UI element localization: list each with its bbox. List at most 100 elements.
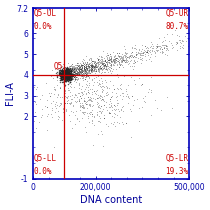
Point xyxy=(105,51,109,55)
Point xyxy=(62,72,66,75)
Point xyxy=(99,95,103,98)
Point xyxy=(129,59,132,63)
Point xyxy=(135,97,139,101)
Point xyxy=(89,67,92,71)
Point xyxy=(124,87,127,90)
Point xyxy=(94,64,98,67)
Point xyxy=(67,73,71,77)
Point xyxy=(86,99,89,102)
Point xyxy=(115,120,118,124)
Point xyxy=(111,67,114,70)
Point xyxy=(63,72,67,76)
Point xyxy=(89,65,93,68)
Point xyxy=(63,70,66,74)
Point xyxy=(107,103,110,106)
Point xyxy=(63,73,66,76)
Point xyxy=(65,67,69,70)
Point xyxy=(119,83,122,87)
Point xyxy=(62,77,65,80)
Point xyxy=(88,64,91,67)
Point xyxy=(63,69,66,72)
Point xyxy=(64,71,67,74)
Point xyxy=(64,70,67,74)
Point xyxy=(60,72,64,75)
Point xyxy=(117,60,121,63)
Point xyxy=(63,75,67,78)
Point xyxy=(71,69,74,72)
Point xyxy=(74,67,77,71)
Point xyxy=(124,55,127,58)
Point xyxy=(64,81,68,84)
Point xyxy=(70,74,73,77)
Point xyxy=(69,71,73,74)
Point xyxy=(70,73,73,76)
Point xyxy=(62,81,65,84)
Point xyxy=(107,56,111,59)
Point xyxy=(121,56,124,60)
Point xyxy=(125,56,128,59)
Point xyxy=(83,63,86,66)
Point xyxy=(66,79,69,82)
Point xyxy=(64,75,68,79)
Point xyxy=(66,72,70,75)
Point xyxy=(49,94,52,98)
Point xyxy=(74,71,77,74)
Point xyxy=(69,70,72,73)
Point xyxy=(73,75,77,78)
Point xyxy=(64,68,67,72)
Point xyxy=(70,67,73,70)
Point xyxy=(99,66,102,70)
Point xyxy=(70,68,74,71)
Point xyxy=(81,69,85,72)
Point xyxy=(165,95,169,99)
Point xyxy=(110,94,113,98)
Point xyxy=(119,93,122,97)
Point xyxy=(69,71,72,75)
Point xyxy=(63,89,67,93)
Point xyxy=(105,68,109,71)
Point xyxy=(63,72,66,76)
Point xyxy=(66,75,70,79)
Point xyxy=(67,76,70,79)
Point xyxy=(65,72,68,75)
Point xyxy=(62,67,65,70)
Point xyxy=(66,79,70,82)
Point xyxy=(151,43,154,46)
Point xyxy=(93,91,96,94)
Point xyxy=(64,79,68,82)
Point xyxy=(65,75,68,79)
Point xyxy=(104,58,107,62)
Point xyxy=(90,71,94,74)
Point xyxy=(62,68,65,71)
Point xyxy=(72,66,75,70)
Point xyxy=(85,68,88,71)
Point xyxy=(119,60,122,64)
Point xyxy=(68,74,71,77)
Point xyxy=(89,68,93,71)
Point xyxy=(59,71,62,75)
Point xyxy=(130,46,133,49)
Point xyxy=(140,49,143,52)
Point xyxy=(82,74,85,77)
Point xyxy=(63,72,67,75)
Point xyxy=(162,47,166,50)
Point xyxy=(75,67,78,71)
Point xyxy=(61,110,64,114)
Point xyxy=(82,66,85,69)
Point xyxy=(160,41,164,44)
Point xyxy=(109,95,113,98)
Point xyxy=(80,75,83,78)
Point xyxy=(93,65,96,68)
Point xyxy=(63,73,66,76)
Point xyxy=(66,72,69,75)
Point xyxy=(74,74,77,77)
Point xyxy=(62,71,65,75)
Point xyxy=(128,56,131,60)
Point xyxy=(89,64,92,67)
Point xyxy=(66,76,70,80)
Point xyxy=(130,58,133,62)
Point xyxy=(100,73,103,76)
Point xyxy=(70,79,73,82)
Point xyxy=(64,73,67,76)
Point xyxy=(67,75,70,78)
